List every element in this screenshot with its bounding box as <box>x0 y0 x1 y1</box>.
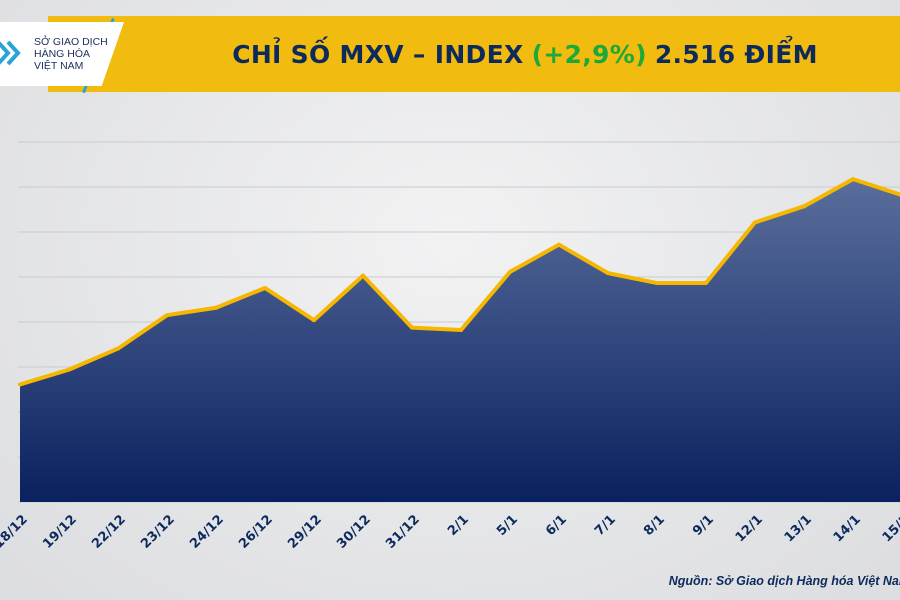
x-tick-label: 31/12 <box>383 512 423 552</box>
x-tick-label: 13/1 <box>782 512 815 545</box>
x-tick-label: 5/1 <box>494 512 521 539</box>
title-banner <box>48 16 900 92</box>
x-tick-label: 26/12 <box>236 512 276 552</box>
chevron-logo-icon <box>0 40 21 66</box>
title-value: 2.516 ĐIỂM <box>654 39 818 69</box>
mxv-logo: SỞ GIAO DỊCH HÀNG HÓA VIỆT NAM <box>0 22 124 86</box>
x-tick-label: 8/1 <box>641 512 668 539</box>
x-tick-label: 15/1 <box>880 512 900 545</box>
x-tick-label: 6/1 <box>543 512 570 539</box>
data-point <box>214 305 218 310</box>
data-point <box>606 271 610 276</box>
data-point <box>165 313 169 318</box>
x-tick-label: 19/12 <box>40 512 80 552</box>
logo-line: SỞ GIAO DỊCH <box>34 36 108 48</box>
data-point <box>508 269 512 274</box>
x-tick-label: 22/12 <box>89 512 129 552</box>
data-point <box>18 382 22 387</box>
x-tick-label: 18/12 <box>0 512 31 552</box>
chart-title: CHỈ SỐ MXV – INDEX (+2,9%) 2.516 ĐIỂM <box>150 16 900 92</box>
data-point <box>557 242 561 247</box>
x-tick-label: 30/12 <box>334 512 374 552</box>
x-tick-label: 2/1 <box>445 512 472 539</box>
area-fill <box>20 179 900 502</box>
source-note: Nguồn: Sở Giao dịch Hàng hóa Việt Nam <box>668 574 900 588</box>
data-point <box>410 325 414 330</box>
x-tick-label: 14/1 <box>831 512 864 545</box>
data-point <box>459 328 463 333</box>
data-point <box>312 318 316 323</box>
logo-line: VIỆT NAM <box>34 60 84 72</box>
logo-line: HÀNG HÓA <box>34 48 91 60</box>
x-tick-label: 24/12 <box>187 512 227 552</box>
data-point <box>655 281 659 286</box>
data-point <box>802 204 806 209</box>
x-tick-label: 9/1 <box>690 512 717 539</box>
x-tick-label: 29/12 <box>285 512 325 552</box>
data-point <box>704 281 708 286</box>
title-prefix: CHỈ SỐ MXV – INDEX <box>232 39 524 69</box>
x-tick-label: 23/12 <box>138 512 178 552</box>
data-point <box>116 346 120 351</box>
x-tick-label: 7/1 <box>592 512 619 539</box>
data-point <box>263 285 267 290</box>
title-change: (+2,9%) <box>531 39 647 69</box>
data-point <box>361 273 365 278</box>
data-point <box>67 367 71 372</box>
x-tick-label: 12/1 <box>733 512 766 545</box>
data-point <box>851 177 855 182</box>
data-point <box>753 220 757 225</box>
